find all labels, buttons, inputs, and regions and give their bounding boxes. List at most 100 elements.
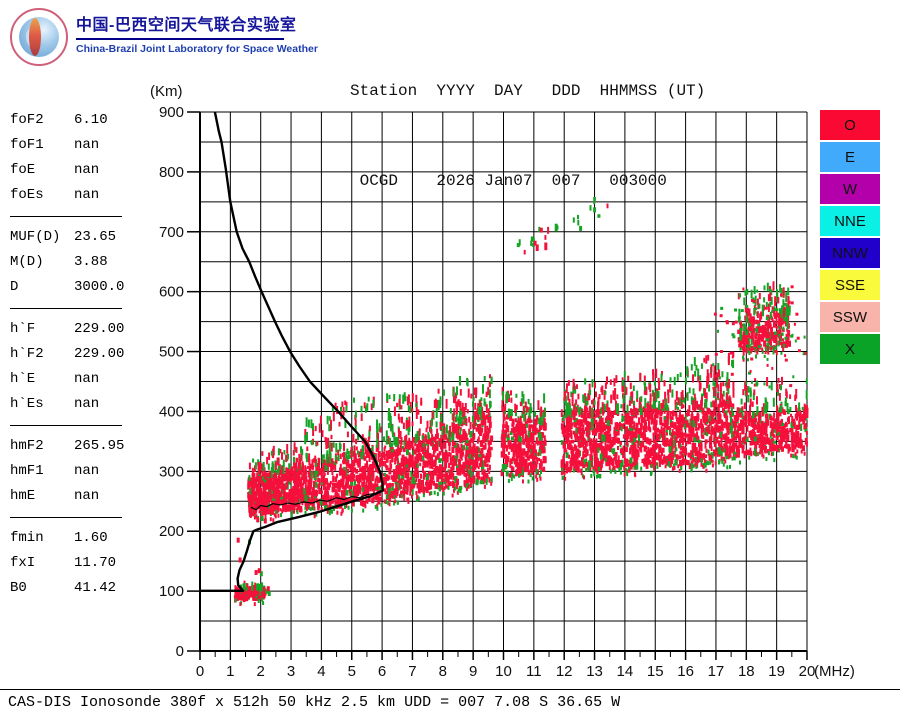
echo-pixel bbox=[511, 422, 514, 428]
echo-pixel bbox=[640, 447, 643, 453]
echo-pixel bbox=[771, 422, 774, 427]
echo-pixel bbox=[542, 424, 546, 431]
echo-pixel bbox=[255, 489, 259, 493]
echo-pixel bbox=[481, 469, 484, 475]
echo-pixel bbox=[623, 466, 626, 471]
echo-pixel bbox=[724, 459, 727, 464]
echo-pixel bbox=[662, 399, 665, 409]
echo-pixel bbox=[270, 481, 274, 486]
echo-pixel bbox=[802, 445, 805, 452]
param-value: nan bbox=[74, 396, 100, 412]
echo-pixel bbox=[360, 405, 363, 413]
echo-pixel bbox=[677, 399, 680, 405]
echo-pixel bbox=[353, 461, 356, 467]
echo-pixel bbox=[456, 432, 460, 440]
echo-pixel bbox=[314, 481, 318, 488]
echo-pixel bbox=[696, 427, 700, 431]
echo-pixel bbox=[398, 428, 400, 438]
echo-pixel bbox=[406, 488, 409, 495]
echo-pixel bbox=[470, 438, 473, 443]
echo-pixel bbox=[410, 460, 414, 468]
echo-pixel bbox=[724, 444, 728, 449]
echo-pixel bbox=[383, 457, 386, 461]
echo-pixel bbox=[400, 494, 403, 499]
echo-pixel bbox=[328, 511, 331, 516]
echo-pixel bbox=[249, 488, 252, 495]
echo-pixel bbox=[523, 413, 526, 422]
echo-pixel bbox=[576, 426, 579, 434]
echo-pixel bbox=[759, 428, 763, 436]
echo-pixel bbox=[696, 460, 699, 468]
echo-pixel bbox=[317, 506, 320, 511]
echo-pixel bbox=[435, 465, 438, 473]
echo-pixel bbox=[763, 428, 766, 436]
echo-pixel bbox=[293, 462, 296, 468]
echo-pixel bbox=[653, 421, 656, 427]
echo-pixel bbox=[368, 425, 371, 432]
echo-pixel bbox=[636, 397, 639, 402]
echo-pixel bbox=[386, 494, 389, 500]
echo-pixel bbox=[389, 422, 392, 432]
echo-pixel bbox=[518, 445, 521, 451]
echo-pixel bbox=[419, 485, 423, 493]
echo-pixel bbox=[365, 453, 369, 458]
echo-pixel bbox=[469, 439, 471, 444]
echo-pixel bbox=[378, 496, 382, 502]
echo-pixel bbox=[645, 463, 649, 469]
echo-pixel bbox=[361, 481, 365, 486]
echo-pixel bbox=[707, 425, 710, 429]
echo-pixel bbox=[679, 438, 682, 443]
echo-pixel bbox=[719, 382, 722, 392]
echo-pixel bbox=[724, 436, 728, 441]
echo-pixel bbox=[749, 441, 753, 446]
echo-pixel bbox=[348, 484, 352, 490]
echo-pixel bbox=[452, 482, 455, 489]
echo-pixel bbox=[455, 401, 458, 409]
echo-pixel bbox=[529, 403, 532, 410]
echo-pixel bbox=[595, 409, 599, 416]
echo-pixel bbox=[321, 430, 324, 438]
echo-pixel bbox=[474, 453, 478, 458]
echo-pixel bbox=[696, 436, 700, 441]
echo-pixel bbox=[407, 475, 410, 483]
echo-pixel bbox=[738, 424, 742, 429]
echo-pixel bbox=[570, 391, 573, 397]
echo-pixel bbox=[350, 482, 354, 486]
echo-pixel bbox=[575, 455, 579, 460]
echo-pixel bbox=[412, 483, 416, 488]
echo-pixel bbox=[260, 493, 263, 500]
echo-pixel bbox=[316, 441, 319, 446]
echo-pixel bbox=[304, 506, 307, 510]
echo-pixel bbox=[526, 406, 529, 413]
echo-pixel bbox=[271, 500, 275, 506]
echo-pixel bbox=[794, 394, 797, 401]
echo-pixel bbox=[593, 451, 596, 456]
echo-pixel bbox=[463, 470, 466, 477]
echo-pixel bbox=[485, 463, 489, 468]
echo-pixel bbox=[519, 466, 522, 474]
echo-pixel bbox=[602, 422, 606, 430]
echo-pixel bbox=[639, 423, 643, 430]
echo-pixel bbox=[805, 430, 808, 435]
echo-pixel bbox=[511, 418, 515, 425]
echo-pixel bbox=[350, 453, 353, 458]
echo-pixel bbox=[805, 407, 809, 415]
echo-pixel bbox=[805, 390, 808, 400]
echo-pixel bbox=[329, 480, 332, 485]
echo-pixel bbox=[307, 419, 310, 428]
echo-pixel bbox=[724, 415, 726, 419]
echo-pixel bbox=[587, 436, 591, 441]
echo-pixel bbox=[377, 450, 381, 455]
echo-pixel bbox=[600, 442, 603, 449]
echo-pixel bbox=[368, 454, 371, 462]
echo-pixel bbox=[516, 426, 520, 434]
echo-pixel bbox=[629, 427, 632, 432]
echo-pixel bbox=[372, 496, 376, 500]
echo-pixel bbox=[475, 413, 478, 420]
echo-pixel bbox=[411, 421, 414, 427]
echo-pixel bbox=[270, 468, 273, 478]
echo-pixel bbox=[703, 357, 706, 363]
echo-pixel bbox=[724, 451, 728, 457]
echo-pixel bbox=[670, 450, 674, 456]
echo-pixel bbox=[483, 484, 486, 489]
